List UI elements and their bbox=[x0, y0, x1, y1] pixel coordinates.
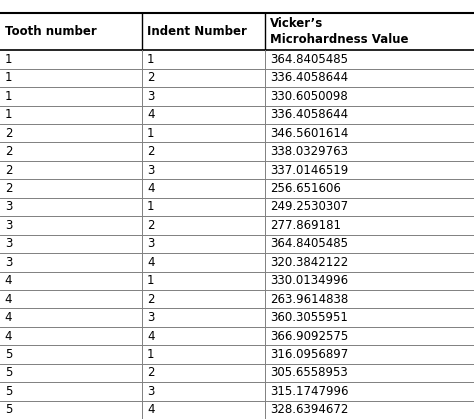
Text: 4: 4 bbox=[5, 292, 12, 306]
Text: 364.8405485: 364.8405485 bbox=[270, 53, 348, 66]
Text: 3: 3 bbox=[5, 237, 12, 251]
Text: 4: 4 bbox=[147, 329, 155, 343]
Text: 330.0134996: 330.0134996 bbox=[270, 274, 348, 287]
Text: 5: 5 bbox=[5, 348, 12, 361]
Text: 2: 2 bbox=[147, 145, 155, 158]
Text: 1: 1 bbox=[5, 71, 12, 85]
Text: 337.0146519: 337.0146519 bbox=[270, 163, 348, 177]
Text: 364.8405485: 364.8405485 bbox=[270, 237, 348, 251]
Text: 4: 4 bbox=[5, 311, 12, 324]
Text: 330.6050098: 330.6050098 bbox=[270, 90, 348, 103]
Text: 320.3842122: 320.3842122 bbox=[270, 256, 348, 269]
Text: 366.9092575: 366.9092575 bbox=[270, 329, 348, 343]
Text: 338.0329763: 338.0329763 bbox=[270, 145, 348, 158]
Text: 5: 5 bbox=[5, 366, 12, 380]
Text: 346.5601614: 346.5601614 bbox=[270, 127, 348, 140]
Text: 336.4058644: 336.4058644 bbox=[270, 108, 348, 122]
Text: 2: 2 bbox=[147, 292, 155, 306]
Text: 4: 4 bbox=[147, 108, 155, 122]
Text: 1: 1 bbox=[147, 127, 155, 140]
Text: Vicker’s
Microhardness Value: Vicker’s Microhardness Value bbox=[270, 17, 409, 46]
Text: 2: 2 bbox=[5, 127, 12, 140]
Text: 1: 1 bbox=[147, 274, 155, 287]
Text: 1: 1 bbox=[5, 90, 12, 103]
Text: 336.4058644: 336.4058644 bbox=[270, 71, 348, 85]
Text: 3: 3 bbox=[147, 237, 155, 251]
Text: 2: 2 bbox=[5, 145, 12, 158]
Text: 5: 5 bbox=[5, 385, 12, 398]
Text: 3: 3 bbox=[5, 200, 12, 214]
Text: 256.651606: 256.651606 bbox=[270, 182, 341, 195]
Text: 1: 1 bbox=[5, 53, 12, 66]
Text: 5: 5 bbox=[5, 403, 12, 416]
Text: 2: 2 bbox=[5, 163, 12, 177]
Text: 360.3055951: 360.3055951 bbox=[270, 311, 348, 324]
Text: 4: 4 bbox=[147, 403, 155, 416]
Text: 3: 3 bbox=[5, 256, 12, 269]
Text: 249.2530307: 249.2530307 bbox=[270, 200, 348, 214]
Text: 3: 3 bbox=[147, 90, 155, 103]
Text: 328.6394672: 328.6394672 bbox=[270, 403, 348, 416]
Text: 1: 1 bbox=[5, 108, 12, 122]
Text: 3: 3 bbox=[5, 219, 12, 232]
Text: 316.0956897: 316.0956897 bbox=[270, 348, 348, 361]
Text: Tooth number: Tooth number bbox=[5, 25, 97, 38]
Text: 2: 2 bbox=[5, 182, 12, 195]
Text: 315.1747996: 315.1747996 bbox=[270, 385, 349, 398]
Text: 2: 2 bbox=[147, 366, 155, 380]
Text: 3: 3 bbox=[147, 311, 155, 324]
Text: 1: 1 bbox=[147, 53, 155, 66]
Text: 4: 4 bbox=[5, 274, 12, 287]
Text: 2: 2 bbox=[147, 71, 155, 85]
Text: 1: 1 bbox=[147, 348, 155, 361]
Text: 3: 3 bbox=[147, 163, 155, 177]
Text: 3: 3 bbox=[147, 385, 155, 398]
Text: 1: 1 bbox=[147, 200, 155, 214]
Text: 263.9614838: 263.9614838 bbox=[270, 292, 348, 306]
Text: Indent Number: Indent Number bbox=[147, 25, 247, 38]
Text: 2: 2 bbox=[147, 219, 155, 232]
Text: 277.869181: 277.869181 bbox=[270, 219, 341, 232]
Text: 305.6558953: 305.6558953 bbox=[270, 366, 348, 380]
Text: 4: 4 bbox=[5, 329, 12, 343]
Text: 4: 4 bbox=[147, 256, 155, 269]
Text: 4: 4 bbox=[147, 182, 155, 195]
